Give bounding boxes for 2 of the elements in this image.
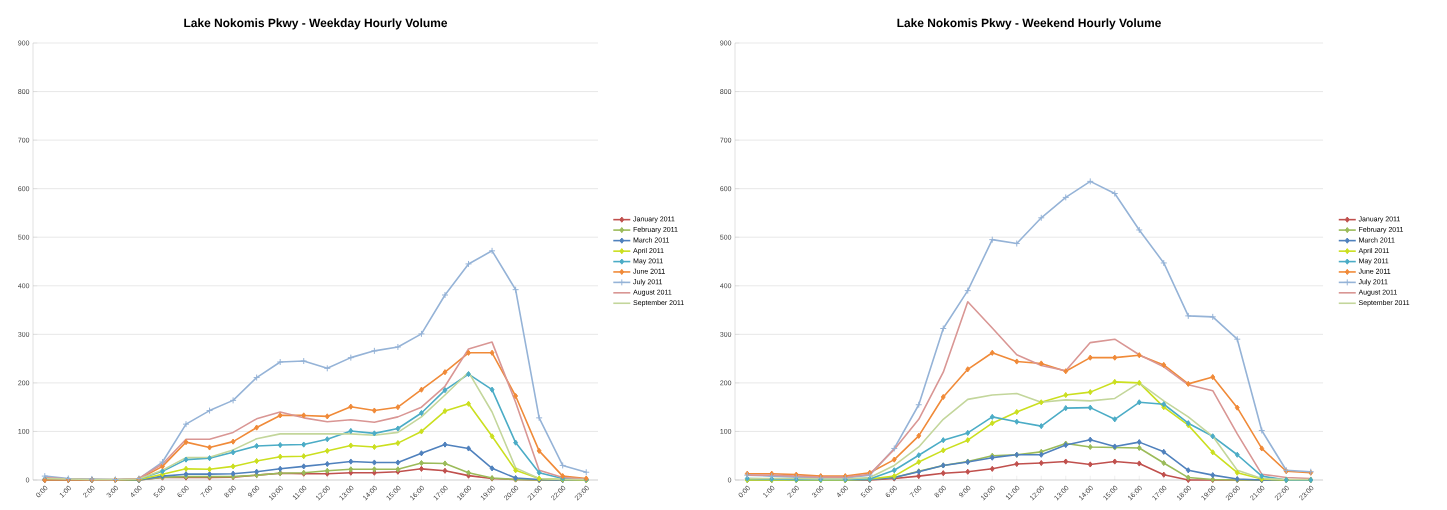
chart-title: Lake Nokomis Pkwy - Weekday Hourly Volume [184, 18, 448, 30]
chart-title: Lake Nokomis Pkwy - Weekend Hourly Volume [897, 18, 1161, 30]
